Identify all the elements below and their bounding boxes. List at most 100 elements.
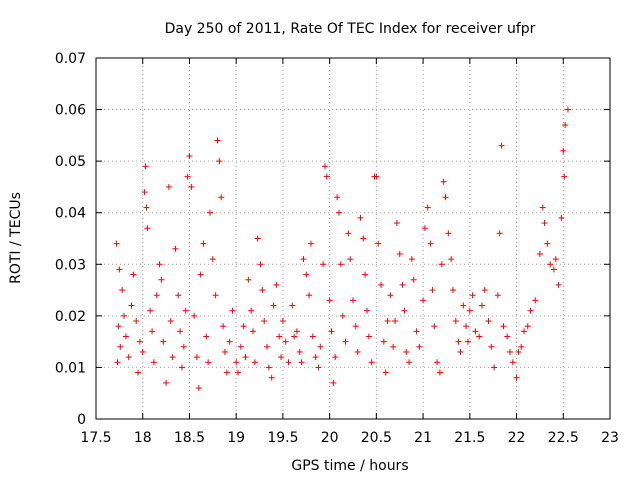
data-point bbox=[427, 240, 434, 247]
data-point bbox=[142, 163, 149, 170]
data-point bbox=[438, 261, 445, 268]
data-point bbox=[195, 385, 202, 392]
data-point bbox=[226, 338, 233, 345]
x-tick-label: 18.5 bbox=[174, 430, 205, 446]
data-point bbox=[365, 333, 372, 340]
x-tick-label: 22 bbox=[508, 430, 526, 446]
data-points bbox=[113, 106, 571, 392]
data-point bbox=[122, 333, 129, 340]
data-point bbox=[282, 338, 289, 345]
data-point bbox=[209, 256, 216, 263]
data-point bbox=[261, 318, 268, 325]
data-point bbox=[144, 225, 151, 232]
data-point bbox=[143, 204, 150, 211]
data-point bbox=[300, 256, 307, 263]
data-point bbox=[254, 235, 261, 242]
grid-lines bbox=[96, 58, 610, 419]
data-point bbox=[113, 240, 120, 247]
x-tick-label: 22.5 bbox=[548, 430, 579, 446]
data-point bbox=[203, 333, 210, 340]
data-point bbox=[476, 333, 483, 340]
data-point bbox=[378, 281, 385, 288]
chart-title: Day 250 of 2011, Rate Of TEC Index for r… bbox=[165, 21, 536, 37]
data-point bbox=[125, 354, 132, 361]
data-point bbox=[309, 333, 316, 340]
data-point bbox=[403, 348, 410, 355]
data-point bbox=[116, 266, 123, 273]
data-point bbox=[182, 307, 189, 314]
y-axis: 0 0.01 0.02 0.03 0.04 0.05 0.06 0.07 bbox=[55, 51, 610, 428]
data-point bbox=[552, 256, 559, 263]
data-point bbox=[527, 307, 534, 314]
data-point bbox=[169, 354, 176, 361]
data-point bbox=[463, 323, 470, 330]
data-point bbox=[328, 328, 335, 335]
data-point bbox=[177, 328, 184, 335]
data-point bbox=[296, 348, 303, 355]
data-point bbox=[334, 194, 341, 201]
data-point bbox=[364, 307, 371, 314]
data-point bbox=[307, 240, 314, 247]
data-point bbox=[562, 122, 569, 129]
data-point bbox=[303, 271, 310, 278]
data-point bbox=[180, 343, 187, 350]
data-point bbox=[536, 250, 543, 257]
data-point bbox=[560, 147, 567, 154]
data-point bbox=[440, 178, 447, 185]
data-point bbox=[464, 338, 471, 345]
y-tick-label: 0 bbox=[77, 412, 86, 428]
data-point bbox=[237, 343, 244, 350]
data-point bbox=[420, 297, 427, 304]
data-point bbox=[544, 240, 551, 247]
data-point bbox=[406, 359, 413, 366]
data-point bbox=[317, 343, 324, 350]
data-point bbox=[424, 204, 431, 211]
data-point bbox=[558, 214, 565, 221]
data-point bbox=[335, 209, 342, 216]
data-point bbox=[478, 302, 485, 309]
data-point bbox=[133, 318, 140, 325]
data-point bbox=[163, 379, 170, 386]
x-tick-label: 19 bbox=[227, 430, 245, 446]
data-point bbox=[240, 323, 247, 330]
data-point bbox=[149, 328, 156, 335]
data-point bbox=[521, 328, 528, 335]
data-point bbox=[197, 271, 204, 278]
data-point bbox=[158, 276, 165, 283]
data-point bbox=[457, 348, 464, 355]
data-point bbox=[115, 323, 122, 330]
data-point bbox=[167, 318, 174, 325]
data-point bbox=[382, 369, 389, 376]
x-tick-label: 20 bbox=[321, 430, 339, 446]
data-point bbox=[345, 230, 352, 237]
data-point bbox=[223, 369, 230, 376]
data-point bbox=[504, 333, 511, 340]
data-point bbox=[200, 240, 207, 247]
data-point bbox=[466, 307, 473, 314]
data-point bbox=[491, 364, 498, 371]
data-point bbox=[380, 338, 387, 345]
data-point bbox=[494, 292, 501, 299]
data-point bbox=[186, 152, 193, 159]
data-point bbox=[150, 359, 157, 366]
data-point bbox=[273, 281, 280, 288]
data-point bbox=[507, 348, 514, 355]
data-point bbox=[268, 374, 275, 381]
data-point bbox=[452, 318, 459, 325]
x-tick-label: 21.5 bbox=[454, 430, 485, 446]
data-point bbox=[357, 214, 364, 221]
data-point bbox=[513, 374, 520, 381]
data-point bbox=[500, 323, 507, 330]
data-point bbox=[306, 292, 313, 299]
data-point bbox=[485, 318, 492, 325]
data-point bbox=[178, 364, 185, 371]
data-point bbox=[354, 348, 361, 355]
data-point bbox=[460, 302, 467, 309]
data-point bbox=[488, 343, 495, 350]
data-point bbox=[392, 318, 399, 325]
x-tick-label: 19.5 bbox=[267, 430, 298, 446]
data-point bbox=[408, 256, 415, 263]
data-point bbox=[332, 354, 339, 361]
data-point bbox=[496, 230, 503, 237]
